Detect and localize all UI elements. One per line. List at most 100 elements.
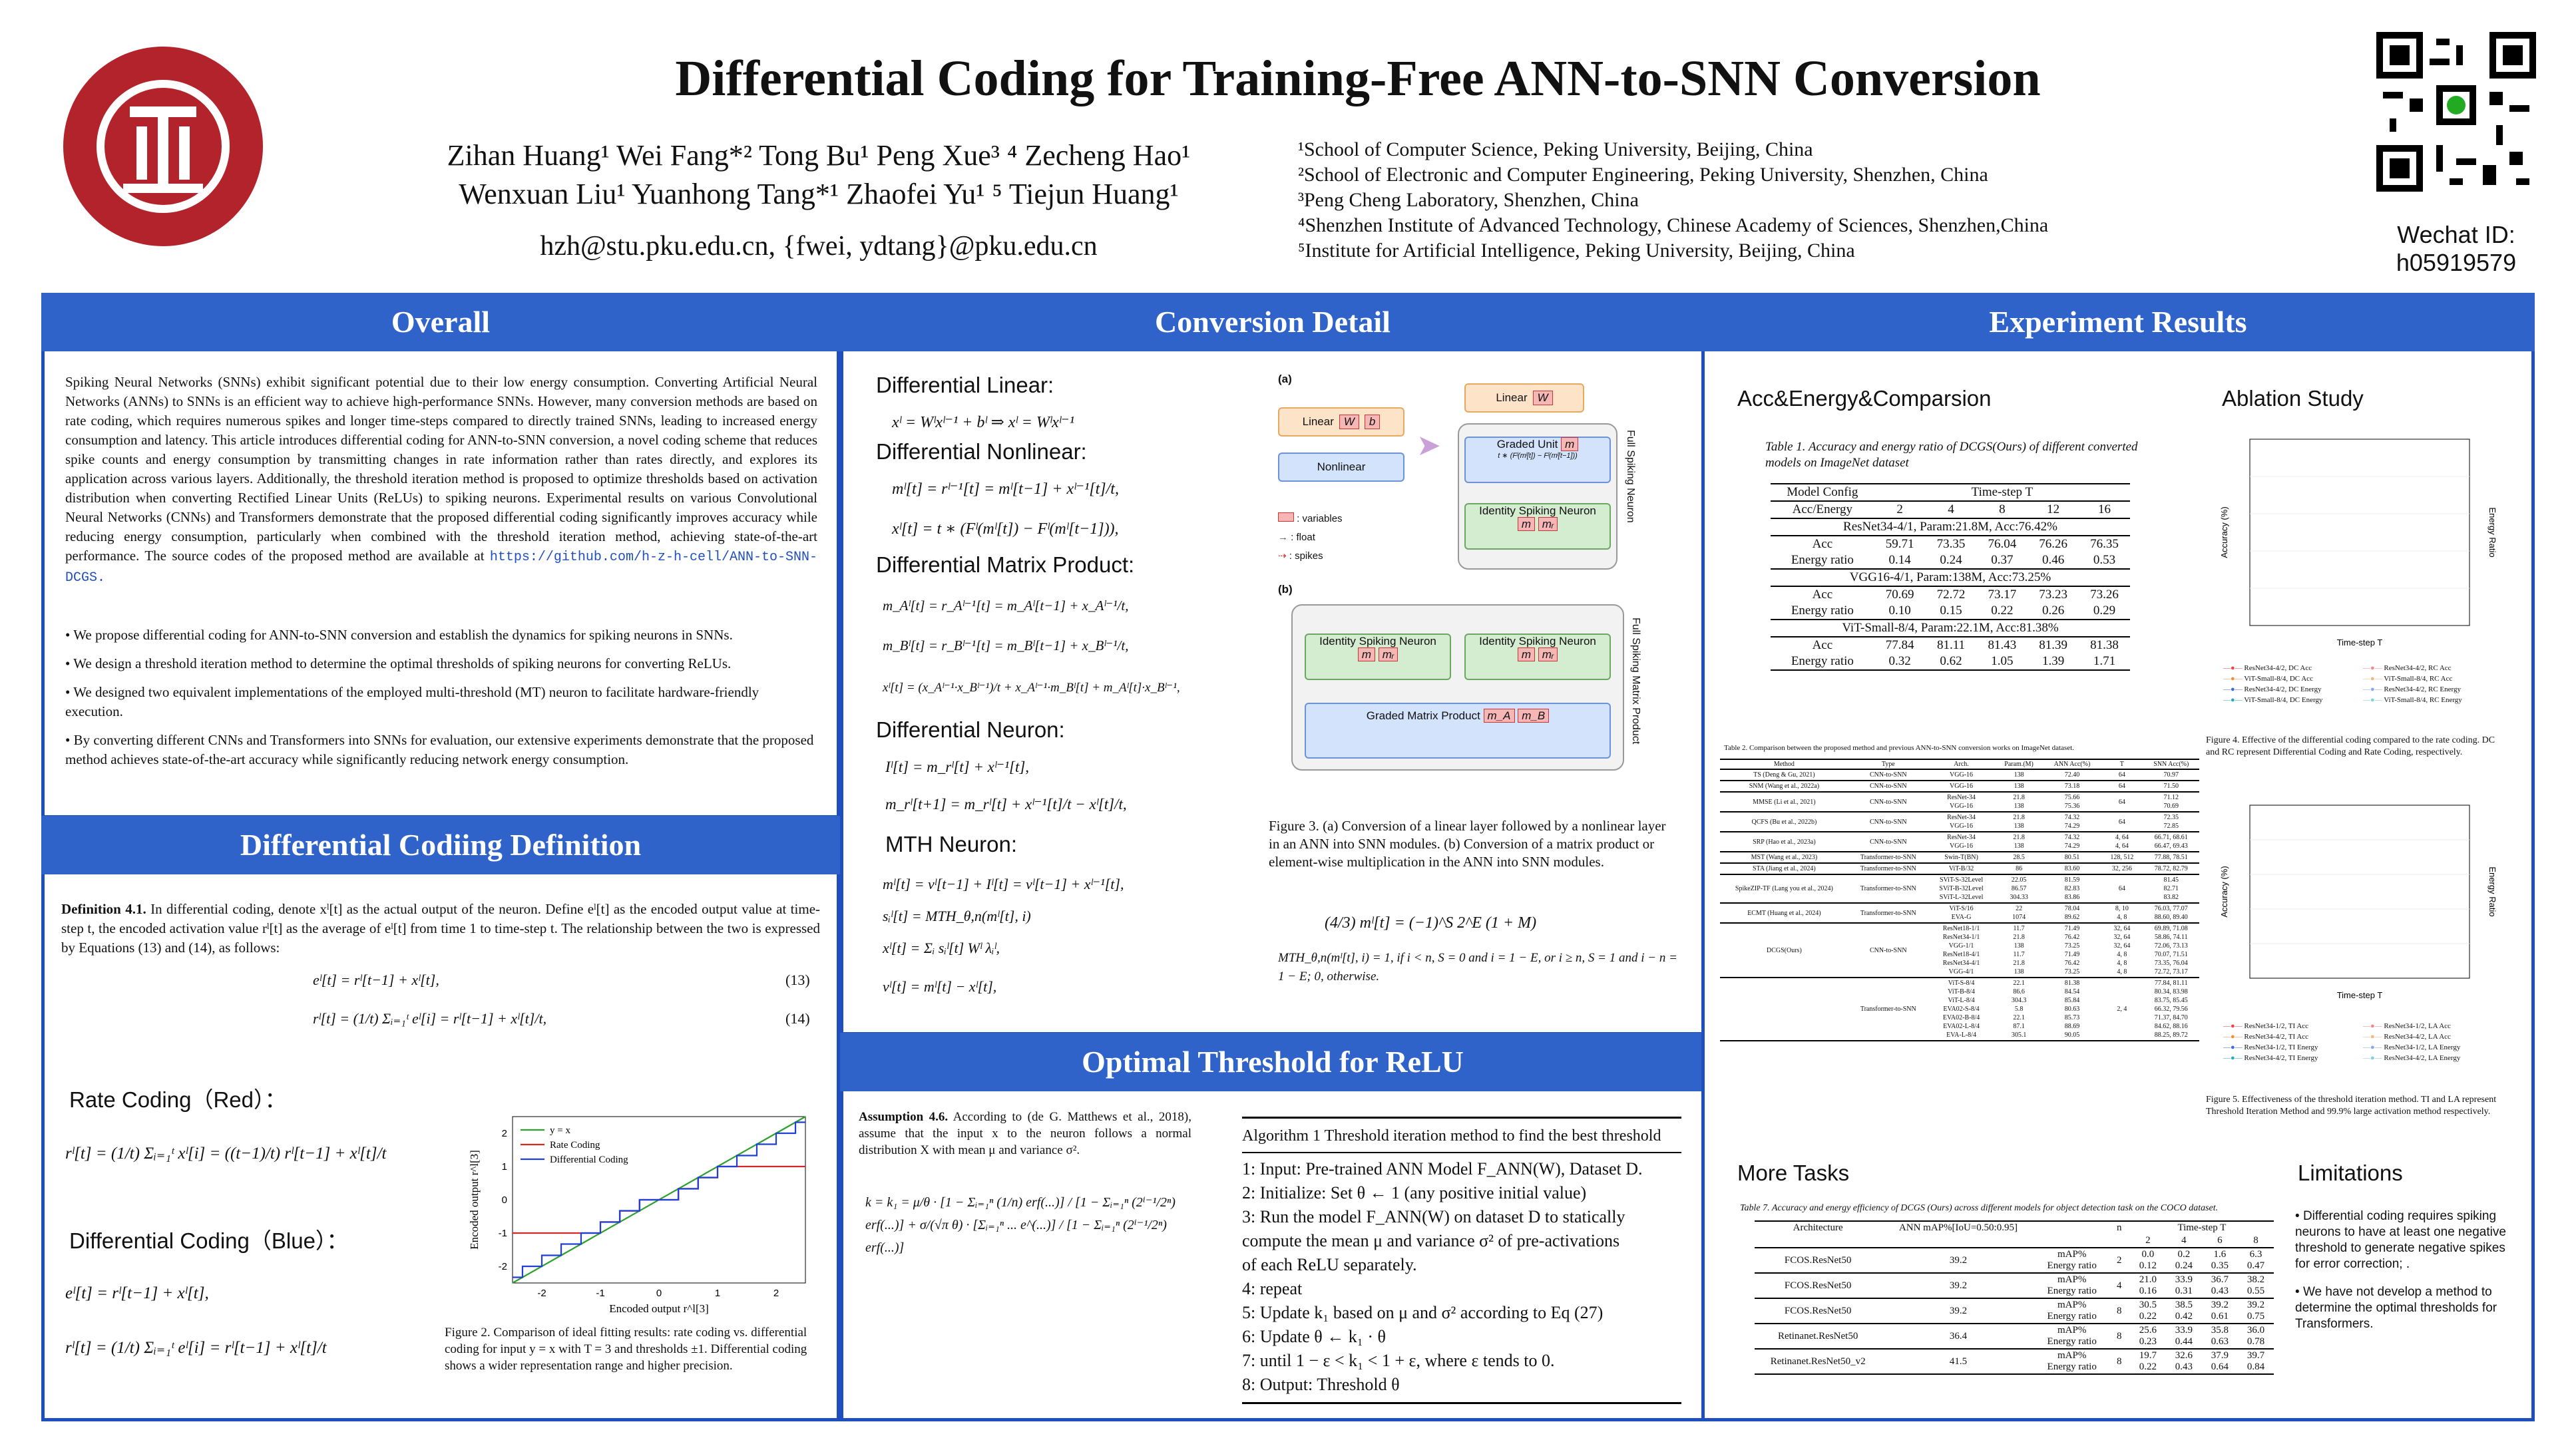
table-header-cell: Type [1881, 761, 1895, 768]
table-cell: VGG-16 [1928, 780, 1995, 792]
table-cell: Transformer-to-SNN [1848, 977, 1928, 1041]
table-cell: Retinanet.ResNet50_v2 [1755, 1348, 1882, 1374]
fig5-chart: Time-step T Accuracy (%) Energy Ratio [2217, 799, 2497, 1011]
diff-linear-label: Differential Linear: [876, 373, 1054, 397]
legend-entry: —●— ResNet34-1/2, TI Acc [2223, 1022, 2309, 1030]
fig2-caption: Figure 2. Comparison of ideal fitting re… [445, 1326, 807, 1373]
table-cell: 86 [1994, 862, 2043, 874]
fig3-graded-matrix: Graded Matrix Product m_A m_B [1305, 703, 1611, 759]
contribution-list: • We propose differential coding for ANN… [65, 626, 817, 769]
x-tick-label: -2 [537, 1288, 546, 1299]
y-axis-label: Accuracy (%) [2219, 866, 2229, 917]
y-tick-label: 1 [502, 1161, 507, 1173]
table-cell: Transformer-to-SNN [1848, 902, 1928, 923]
table-cell: mAP% Energy ratio [2035, 1272, 2109, 1298]
table-row: QCFS (Bu et al., 2022b) CNN-to-SNN ResNet-… [1720, 811, 2199, 832]
table-cell: 138 [1994, 780, 2043, 792]
affiliation: ¹School of Computer Science, Peking Univ… [1298, 138, 1813, 160]
affiliation: ²School of Electronic and Computer Engin… [1298, 164, 1988, 186]
table-cell: 39.7 0.84 [2237, 1348, 2274, 1374]
table-cell: FCOS.ResNet50 [1755, 1272, 1882, 1298]
diff-neuron-label: Differential Neuron: [876, 717, 1065, 742]
table-cell: 2, 4 [2101, 977, 2143, 1041]
table-row: MMSE (Li et al., 2021) CNN-to-SNN ResNet-3… [1720, 791, 2199, 812]
table-row: MST (Wang et al., 2023) Transformer-to-SN… [1720, 851, 2199, 863]
table-cell: 39.2 0.75 [2237, 1298, 2274, 1324]
table-cell: Swin-T(BN) [1928, 851, 1995, 863]
table-cell: 80.51 [2043, 851, 2101, 863]
diff-matrix-eq-2: m_Bˡ[t] = r_Bˡ⁻¹[t] = m_Bˡ[t−1] + x_Bˡ⁻¹… [883, 637, 1129, 653]
fig3-fsmp-label: Full Spiking Matrix Product [1630, 618, 1641, 745]
table-cell: 71.12 70.69 [2143, 791, 2199, 812]
table-header-cell: Time-step T [2177, 1222, 2227, 1233]
series-line [513, 1121, 805, 1278]
table-cell: 81.45 82.71 83.82 [2143, 874, 2199, 903]
table-cell: 138 [1994, 769, 2043, 781]
y-tick-label: 2 [502, 1128, 507, 1139]
contribution-item: • We design a threshold iteration method… [65, 655, 732, 671]
code-link[interactable]: https://github.com/h-z-h-cell/ANN-to-SNN… [65, 550, 817, 586]
table-cell: 64 [2101, 769, 2143, 781]
peking-university-logo [63, 47, 263, 246]
table-cell: 39.2 [1881, 1298, 2036, 1324]
table-cell: CNN-to-SNN [1848, 769, 1928, 781]
table-row: FCOS.ResNet50 39.2 mAP% Energy ratio 4 21.0 0.… [1755, 1272, 2274, 1298]
diff-linear-eq: xˡ = Wˡxˡ⁻¹ + bˡ ⇒ xˡ = Wˡxˡ⁻¹ [892, 414, 1074, 431]
legend-entry: —●— ResNet34-4/2, RC Energy [2363, 685, 2461, 693]
table-cell: 77.88, 78.51 [2143, 851, 2199, 863]
limitation-item: • Differential coding requires spiking n… [2295, 1209, 2506, 1271]
algorithm-line: 1: Input: Pre-trained ANN Model F_ANN(W)… [1242, 1159, 1643, 1178]
table-cell: 21.8 138 [1994, 831, 2043, 852]
legend-entry: —●— ResNet34-1/2, LA Acc [2363, 1022, 2451, 1030]
algorithm-title: Algorithm 1 Threshold iteration method t… [1242, 1124, 1681, 1153]
table-cell: 39.2 [1881, 1272, 2036, 1298]
algorithm-line: 4: repeat [1242, 1279, 1303, 1298]
fig3-fsn-label: Full Spiking Neuron [1625, 430, 1636, 523]
table-cell: 38.5 0.42 [2165, 1298, 2202, 1324]
table-header-cell: 6 [2217, 1235, 2223, 1246]
legend-entry: —●— ResNet34-4/2, RC Acc [2363, 664, 2452, 672]
table-cell: 71.49 76.42 73.25 71.49 76.42 73.25 [2043, 922, 2101, 978]
table-cell: 41.5 [1881, 1348, 2036, 1374]
table-cell: mAP% Energy ratio [2035, 1298, 2109, 1324]
table-cell: 70.97 [2143, 769, 2199, 781]
y-tick-label: 0 [502, 1194, 507, 1206]
plot-area [2249, 439, 2470, 626]
qr-code[interactable] [2376, 32, 2536, 192]
algorithm-line: 2: Initialize: Set θ ← 1 (any positive i… [1242, 1183, 1587, 1202]
table-cell [1720, 977, 1848, 1041]
legend-entry: —●— ResNet34-4/2, DC Acc [2223, 664, 2312, 672]
fig3-diagram: (a) Linear W b Nonlinear ➤ Linear W Grad… [1265, 370, 1664, 789]
diff-neuron-eq-2: m_rˡ[t+1] = m_rˡ[t] + xˡ⁻¹[t]/t − xˡ[t]/… [885, 796, 1127, 813]
fig4-svg: Time-step T Accuracy (%) Energy Ratio [2219, 439, 2497, 647]
table-cell: 72.40 [2043, 769, 2101, 781]
table-row: FCOS.ResNet50 39.2 mAP% Energy ratio 8 30.5 0.… [1755, 1298, 2274, 1324]
fig4-caption: Figure 4. Effective of the differential … [2206, 735, 2495, 757]
table-cell: ViT-S/16 EVA-G [1928, 902, 1995, 923]
y-tick-label: -2 [499, 1261, 507, 1272]
table-cell: 6.3 0.47 [2237, 1247, 2274, 1273]
author-emails[interactable]: hzh@stu.pku.edu.cn, {fwei, ydtang}@pku.e… [540, 231, 1098, 262]
limitation-item: • We have not develop a method to determ… [2295, 1285, 2497, 1331]
diff-neuron-eq-1: Iˡ[t] = m_rˡ[t] + xˡ⁻¹[t], [885, 759, 1030, 775]
fig3-legend: : variables → : float ⇢ : spikes [1278, 512, 1343, 562]
table-header-cell: ANN mAP%[IoU=0.50:0.95] [1898, 1222, 2018, 1233]
table-cell: mAP% Energy ratio [2035, 1323, 2109, 1349]
diff-nonlinear-eq-1: mˡ[t] = rˡ⁻¹[t] = mˡ[t−1] + xˡ⁻¹[t]/t, [892, 480, 1119, 498]
diff-nonlinear-label: Differential Nonlinear: [876, 439, 1087, 464]
legend-entry: —●— ResNet34-4/2, LA Energy [2363, 1054, 2461, 1062]
table-cell: 83.60 [2043, 862, 2101, 874]
y-tick-label: -1 [499, 1228, 507, 1239]
table-cell: TS (Deng & Gu, 2021) [1720, 769, 1848, 781]
table-cell: mAP% Energy ratio [2035, 1348, 2109, 1374]
equation-13-number: (13) [785, 972, 810, 988]
diff-matrix-label: Differential Matrix Product: [876, 552, 1135, 577]
table-cell: STA (Jiang et al., 2024) [1720, 862, 1848, 874]
legend-entry: —●— ResNet34-4/2, TI Acc [2223, 1033, 2309, 1041]
table-cell: 8, 10 4, 8 [2101, 902, 2143, 923]
affiliation: ⁵Institute for Artificial Intelligence, … [1298, 240, 1855, 262]
table-cell: 72.35 72.85 [2143, 811, 2199, 832]
table-row: Transformer-to-SNN ViT-S-8/4 ViT-B-8/4 ViT-… [1720, 977, 2199, 1041]
table-row: ECMT (Huang et al., 2024) Transformer-to-… [1720, 902, 2199, 923]
table-header-cell: Architecture [1793, 1222, 1843, 1233]
